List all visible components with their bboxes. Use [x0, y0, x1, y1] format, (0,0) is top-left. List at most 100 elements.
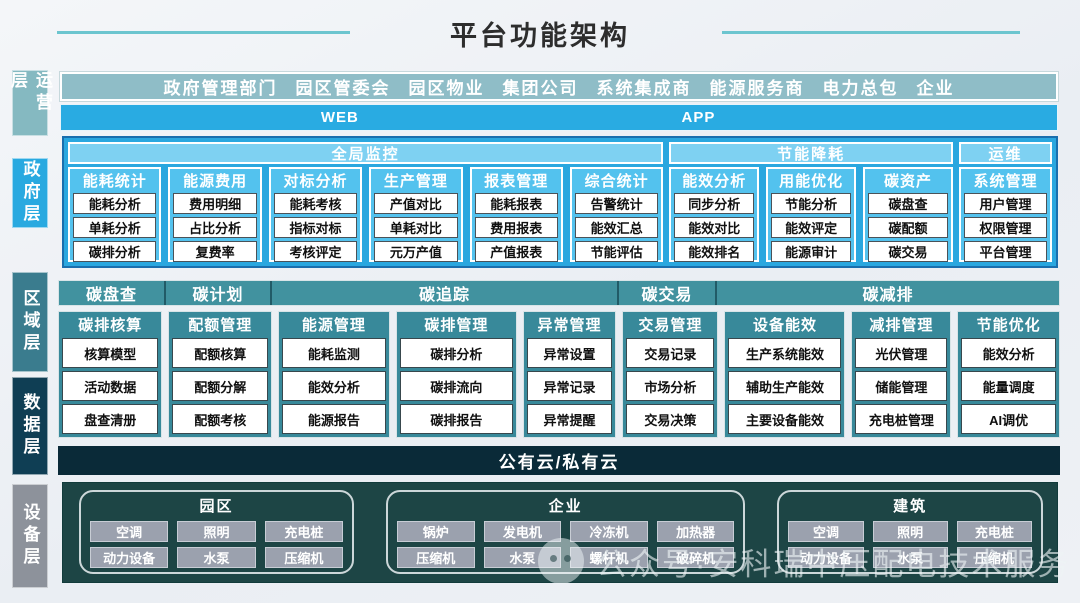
gov-module-item: 能效汇总: [574, 217, 659, 238]
carbon-module-column-header: 异常管理: [537, 316, 602, 334]
device-item: 锅炉: [397, 520, 475, 542]
gov-module-columns: 能效分析 同步分析 能效对比 能效排名 用能优化 节能分析 能效评定 能源审计 碳资产 碳盘查 碳配…: [669, 167, 953, 262]
device-item: 照明: [177, 520, 256, 542]
device-group-label: 建筑: [893, 497, 928, 515]
layer-label-data: 数据层: [12, 377, 48, 475]
gov-module-item: 能效对比: [674, 217, 755, 238]
carbon-module-column-header: 节能优化: [976, 316, 1041, 334]
carbon-module-column-header: 减排管理: [869, 316, 934, 334]
channel-bar: WEB APP: [60, 104, 1058, 131]
carbon-module-item: 能效分析: [282, 371, 386, 401]
gov-module-item: 能耗分析: [73, 193, 157, 214]
gov-module-item: 产值对比: [374, 193, 458, 214]
device-item: 照明: [872, 520, 948, 542]
device-group-label: 园区: [199, 497, 234, 515]
gov-module-column-header: 用能优化: [779, 172, 844, 190]
gov-module-column: 能效分析 同步分析 能效对比 能效排名: [669, 167, 760, 262]
gov-module-column-header: 碳资产: [884, 172, 933, 190]
carbon-module-column-header: 能源管理: [301, 316, 366, 334]
cloud-bar: 公有云/私有云: [58, 446, 1060, 475]
device-group: 园区 空调 照明 充电桩 动力设备 水泵 压缩机: [79, 489, 355, 574]
stakeholder-label: 电力总包: [822, 79, 899, 98]
carbon-module-column: 异常管理 异常设置 异常记录 异常提醒: [522, 311, 617, 438]
device-row: 动力设备 水泵 压缩机: [788, 546, 1033, 568]
page-title: 平台功能架构: [450, 21, 630, 51]
carbon-module-item: 充电桩管理: [855, 404, 948, 434]
gov-module-column-header: 生产管理: [383, 172, 448, 190]
stakeholder-label: 企业: [916, 79, 955, 98]
gov-module-column-header: 报表管理: [484, 172, 549, 190]
device-item: 压缩机: [397, 546, 475, 568]
gov-module-column: 能耗统计能耗分析单耗分析碳排分析: [68, 167, 162, 262]
carbon-module-header: 碳减排: [715, 281, 1059, 305]
gov-module-item: 节能评估: [574, 241, 659, 262]
gov-module-group-header: 节能降耗: [669, 142, 953, 164]
device-item: 水泵: [483, 546, 562, 568]
carbon-module-column: 能源管理能耗监测 能效分析 能源报告: [278, 311, 390, 438]
carbon-module-item: 异常记录: [526, 371, 613, 401]
layer-label-government: 政府层: [12, 158, 48, 228]
carbon-module-item: 生产系统能效: [728, 338, 842, 368]
carbon-module-item: 交易决策: [626, 404, 715, 434]
device-layer-band: 园区 空调 照明 充电桩 动力设备 水泵 压缩机 企业 锅炉 发电机 冷冻机 加热器 压缩机 水泵 螺杆机破…: [62, 482, 1058, 583]
device-item: 破碎机: [656, 546, 735, 568]
carbon-module-item: 盘查清册: [62, 404, 159, 434]
carbon-module-item: 碳排报告: [399, 404, 513, 434]
carbon-module-item: 能效分析: [961, 338, 1056, 368]
gov-module-columns: 能耗统计 能耗分析 单耗分析 碳排分析 能源费用 费用明细 占比分析 复费率 对标分析 能耗考核指…: [68, 167, 664, 262]
gov-module-column-header: 综合统计: [584, 172, 649, 190]
gov-module-item: 权限管理: [963, 217, 1047, 238]
device-item: 压缩机: [264, 546, 344, 568]
gov-module-column: 能源费用 费用明细 占比分析 复费率: [168, 167, 262, 262]
carbon-module-item: 能耗监测: [282, 338, 386, 368]
device-group: 建筑空调 照明 充电桩 动力设备 水泵 压缩机: [777, 489, 1043, 574]
carbon-module-item: 辅助生产能效: [728, 371, 842, 401]
gov-module-item: 同步分析: [674, 193, 755, 214]
carbon-module-item: 活动数据: [62, 371, 159, 401]
gov-module-item: 能耗考核: [273, 193, 358, 214]
device-item: 冷冻机: [570, 520, 648, 542]
carbon-module-item: 配额分解: [172, 371, 269, 401]
carbon-module-item: 交易记录: [626, 338, 715, 368]
carbon-module-item: 能源报告: [282, 404, 386, 434]
gov-module-item: 碳盘查: [868, 193, 948, 214]
gov-module-column: 综合统计 告警统计 能效汇总 节能评估: [569, 167, 664, 262]
gov-module-item: 能源审计: [771, 241, 852, 262]
carbon-module-item: 能量调度: [961, 371, 1056, 401]
gov-module-column: 系统管理 用户管理 权限管理 平台管理: [958, 167, 1052, 262]
gov-module-item: 元万产值: [374, 241, 458, 262]
carbon-module-column: 设备能效 生产系统能效 辅助生产能效 主要设备能效: [724, 311, 846, 438]
gov-module-item: 单耗分析: [73, 217, 157, 238]
gov-module-item: 能耗报表: [474, 193, 558, 214]
carbon-module-header-bar: 碳盘查 碳计划 碳追踪 碳交易 碳减排: [58, 280, 1060, 306]
gov-module-item: 指标对标: [273, 217, 358, 238]
gov-module-column-header: 能耗统计: [82, 172, 147, 190]
carbon-module-column: 交易管理 交易记录 市场分析 交易决策: [622, 311, 719, 438]
gov-module-column-header: 能源费用: [183, 172, 248, 190]
carbon-module-header: 碳盘查: [85, 287, 137, 304]
layer-label-operation: 运营层: [8, 70, 52, 136]
device-row: 动力设备 水泵 压缩机: [90, 546, 344, 568]
gov-module-column: 用能优化 节能分析 能效评定 能源审计: [766, 167, 857, 262]
layer-label-region: 区域层: [12, 272, 48, 372]
stakeholder-label: 园区物业: [408, 79, 485, 98]
device-row: 空调 照明 充电桩: [788, 520, 1033, 542]
channel-app-label: APP: [681, 109, 716, 126]
gov-module-group: 节能降耗 能效分析 同步分析 能效对比 能效排名 用能优化 节能分析 能效评定 能源审计 碳资产碳…: [669, 142, 953, 262]
gov-module-item: 考核评定: [273, 241, 358, 262]
device-item: 水泵: [177, 546, 256, 568]
gov-module-column-header: 对标分析: [283, 172, 348, 190]
gov-module-item: 能效排名: [674, 241, 755, 262]
gov-module-item: 费用明细: [173, 193, 257, 214]
gov-module-item: 单耗对比: [374, 217, 458, 238]
carbon-module-item: 碳排流向: [399, 371, 513, 401]
gov-module-item: 碳排分析: [73, 241, 157, 262]
carbon-module-item: 储能管理: [855, 371, 948, 401]
carbon-module-column-header: 碳排管理: [424, 316, 489, 334]
carbon-module-column: 配额管理 配额核算 配额分解 配额考核: [168, 311, 273, 438]
channel-web-label: WEB: [320, 109, 359, 126]
gov-module-item: 产值报表: [474, 241, 558, 262]
gov-module-column: 报表管理 能耗报表 费用报表 产值报表: [469, 167, 563, 262]
device-item: 动力设备: [90, 546, 169, 568]
